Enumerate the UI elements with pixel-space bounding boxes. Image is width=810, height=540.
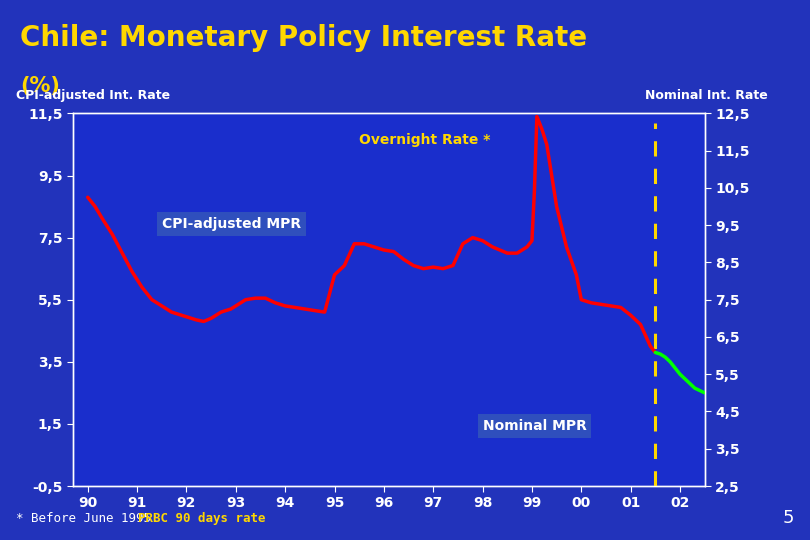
Text: Chile: Monetary Policy Interest Rate: Chile: Monetary Policy Interest Rate (20, 24, 587, 52)
Text: * Before June 1995:: * Before June 1995: (16, 512, 166, 525)
Text: CPI-adjusted Int. Rate: CPI-adjusted Int. Rate (16, 89, 170, 102)
Text: CPI-adjusted MPR: CPI-adjusted MPR (162, 217, 301, 231)
Text: Nominal Int. Rate: Nominal Int. Rate (645, 89, 768, 102)
Text: Nominal MPR: Nominal MPR (483, 419, 586, 433)
Text: PRBC 90 days rate: PRBC 90 days rate (138, 512, 265, 525)
Text: 5: 5 (782, 509, 794, 528)
Text: Overnight Rate *: Overnight Rate * (359, 133, 491, 147)
Text: (%): (%) (20, 76, 60, 96)
